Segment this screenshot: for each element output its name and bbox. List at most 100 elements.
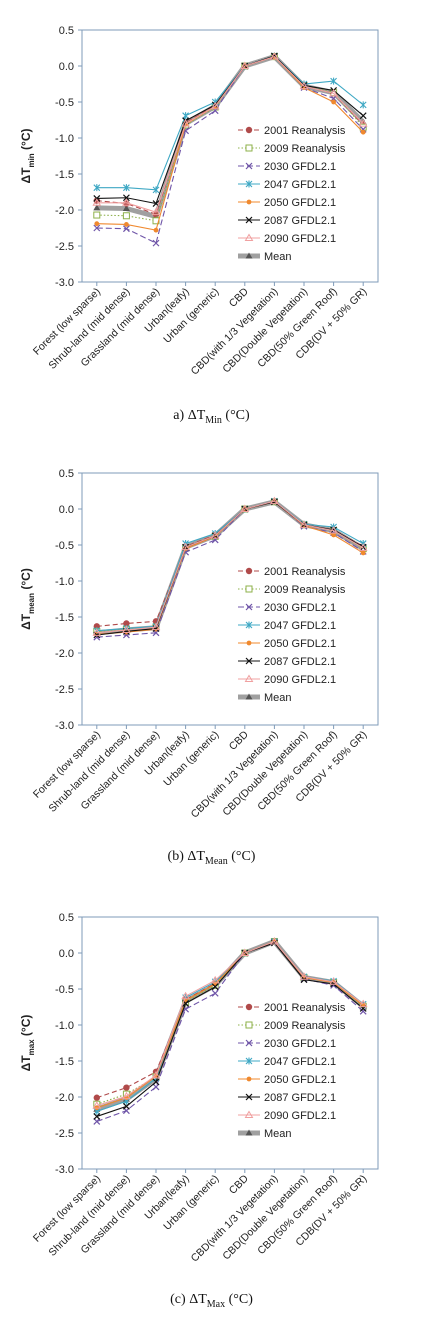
legend-label: 2009 Reanalysis	[264, 584, 346, 596]
legend: 2001 Reanalysis 2009 Reanalysis 2030 GFDL2…	[238, 1002, 346, 1140]
data-point	[299, 520, 309, 528]
data-point	[122, 1091, 131, 1100]
data-point	[330, 77, 337, 85]
caption-min-sub: Min	[205, 414, 222, 426]
y-tick-label: -2.5	[55, 1128, 74, 1140]
data-point	[124, 222, 129, 227]
y-tick-label: 0.0	[59, 61, 74, 73]
data-point	[122, 198, 131, 206]
data-point	[181, 991, 190, 1000]
data-point	[358, 543, 368, 551]
data-point	[94, 221, 100, 227]
y-tick-label: 0.5	[59, 25, 74, 37]
legend-label: 2087 GFDL2.1	[264, 1092, 336, 1104]
data-point	[211, 989, 219, 997]
legend-label: 2030 GFDL2.1	[264, 161, 336, 173]
legend-label: 2090 GFDL2.1	[264, 1110, 336, 1122]
data-point	[93, 1118, 101, 1125]
caption-max: (c) ΔTMax (°C)	[0, 1292, 423, 1310]
data-point	[92, 628, 102, 636]
series-line	[96, 56, 364, 244]
y-tick-label: 0.5	[59, 912, 74, 924]
legend-label: Mean	[264, 692, 292, 704]
legend-marker	[245, 162, 253, 170]
data-point	[299, 972, 309, 980]
data-point	[122, 625, 131, 633]
series-line	[96, 56, 364, 222]
legend-label: 2047 GFDL2.1	[264, 179, 336, 191]
y-tick-label: 0.0	[59, 948, 74, 960]
series-line	[96, 501, 364, 627]
legend-marker	[245, 657, 253, 665]
data-point	[122, 225, 130, 233]
legend-label: 2009 Reanalysis	[264, 143, 346, 155]
legend-label: 2030 GFDL2.1	[264, 1038, 336, 1050]
data-point	[152, 186, 160, 194]
data-point	[151, 622, 161, 631]
plot-frame	[81, 472, 379, 726]
data-point	[122, 205, 130, 212]
legend-marker	[245, 216, 253, 224]
caption-min-prefix: a)	[173, 408, 188, 423]
series-line	[96, 940, 364, 1107]
plot-frame	[81, 29, 379, 283]
data-point	[152, 1078, 160, 1086]
x-tick-label: CBD	[227, 1172, 251, 1196]
data-point	[360, 550, 366, 556]
data-point	[359, 1007, 367, 1015]
legend-marker	[245, 1039, 253, 1047]
data-point	[181, 119, 190, 127]
legend-marker	[244, 233, 254, 241]
data-point	[211, 983, 219, 991]
chart-panel-max: 0.5 0.0 -0.5 -1.0 -1.5 -2.0 -2.5 -3.0 Forest (lo…	[0, 887, 423, 1332]
series-group	[92, 52, 368, 247]
data-point	[329, 88, 338, 97]
y-tick-label: -1.5	[55, 612, 74, 624]
legend: 2001 Reanalysis 2009 Reanalysis 2030 GFDL2…	[238, 125, 346, 263]
legend-marker	[245, 144, 253, 152]
data-point	[330, 94, 338, 102]
series-line	[96, 500, 364, 634]
y-tick-label: -3.0	[55, 1164, 74, 1176]
y-tick-label: -2.0	[55, 1092, 74, 1104]
data-point	[240, 504, 250, 512]
legend-marker	[245, 567, 253, 575]
y-tick-label: -1.5	[55, 1056, 74, 1068]
y-tick-label: -1.0	[55, 1020, 74, 1032]
data-point	[299, 81, 309, 90]
caption-min-symbol: ΔT	[187, 408, 206, 423]
legend-marker	[245, 693, 253, 700]
legend: 2001 Reanalysis 2009 Reanalysis 2030 GFDL2…	[238, 566, 346, 704]
caption-mean-unit: (°C)	[227, 849, 256, 864]
data-point	[123, 184, 130, 192]
data-point	[93, 1094, 101, 1101]
data-point	[92, 1101, 102, 1109]
caption-max-prefix: (c)	[170, 1292, 190, 1307]
caption-min: a) ΔTMin (°C)	[0, 408, 423, 426]
plot-frame	[81, 916, 379, 1170]
data-point	[93, 204, 101, 211]
data-point	[270, 936, 279, 945]
series-line	[96, 56, 364, 213]
y-tick-label: 0.5	[59, 468, 74, 480]
legend-label: Mean	[264, 1128, 292, 1140]
series-group	[92, 936, 368, 1125]
data-point	[153, 227, 159, 233]
y-axis-label: ΔTmax (°C)	[19, 1015, 36, 1072]
data-point	[152, 1083, 160, 1091]
data-point	[151, 1070, 161, 1079]
data-point	[270, 496, 279, 505]
legend-marker	[245, 603, 253, 611]
legend-marker	[244, 674, 254, 682]
data-point	[92, 198, 102, 206]
data-point	[210, 531, 220, 539]
legend-label: 2050 GFDL2.1	[264, 197, 336, 209]
data-point	[151, 207, 161, 216]
data-point	[358, 119, 368, 127]
y-tick-label: -1.0	[55, 576, 74, 588]
legend-marker	[245, 1003, 253, 1011]
y-tick-label: -1.5	[55, 169, 74, 181]
y-tick-label: -0.5	[55, 540, 74, 552]
